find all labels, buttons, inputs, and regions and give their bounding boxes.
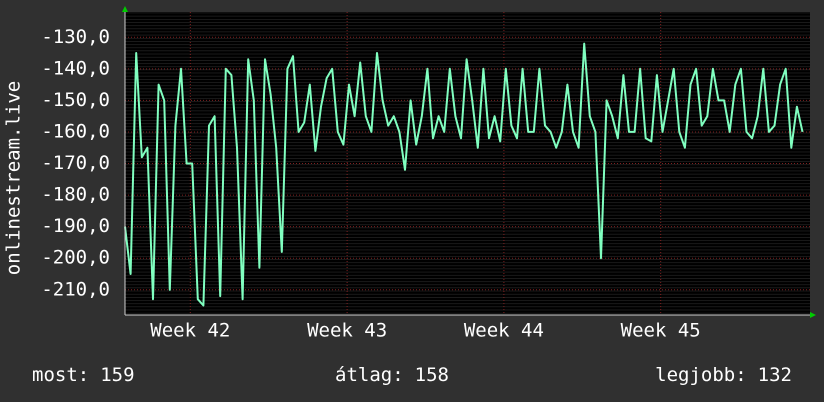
stat-label: átlag: — [335, 364, 404, 386]
data-line — [124, 42, 804, 307]
y-arrow — [122, 6, 128, 12]
stat-value: 158 — [415, 364, 449, 386]
y-tick-label: -210,0 — [41, 278, 110, 300]
y-tick-label: -160,0 — [41, 120, 110, 142]
y-tick-label: -190,0 — [41, 215, 110, 237]
y-tick-label: -130,0 — [41, 26, 110, 48]
x-tick-label: Week 42 — [150, 320, 230, 342]
stat-label: legjobb: — [655, 364, 747, 386]
grid — [125, 12, 810, 315]
y-tick-label: -170,0 — [41, 152, 110, 174]
labels: -130,0 -140,0 -150,0 -160,0 -170,0 -180,0 -190… — [32, 26, 792, 386]
x-arrow — [810, 312, 816, 318]
stat-value: 132 — [758, 364, 792, 386]
y-tick-label: -180,0 — [41, 184, 110, 206]
x-tick-label: Week 44 — [464, 320, 544, 342]
stat-label: most: — [32, 364, 89, 386]
x-tick-label: Week 45 — [621, 320, 701, 342]
y-tick-label: -140,0 — [41, 57, 110, 79]
y-axis-label: onlinestream.live — [3, 81, 25, 275]
y-tick-label: -150,0 — [41, 89, 110, 111]
stat: legjobb: 132 — [655, 364, 792, 386]
stat-value: 159 — [100, 364, 134, 386]
y-tick-label: -200,0 — [41, 247, 110, 269]
stat: átlag: 158 — [335, 364, 449, 386]
stat: most: 159 — [32, 364, 135, 386]
lines — [124, 42, 804, 307]
x-tick-label: Week 43 — [307, 320, 387, 342]
